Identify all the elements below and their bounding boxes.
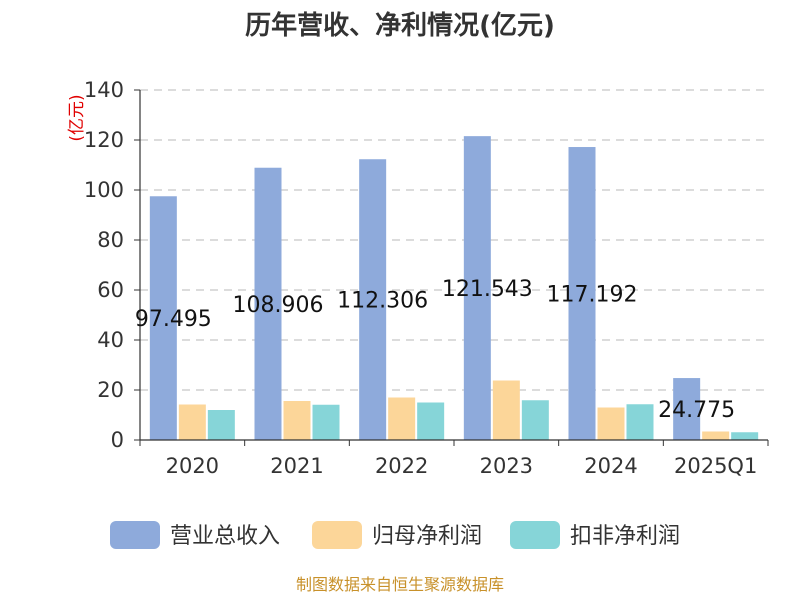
chart-title: 历年营收、净利情况(亿元)	[245, 10, 555, 41]
axes	[139, 90, 769, 446]
data-label: 117.192	[547, 283, 638, 308]
data-label: 121.543	[442, 277, 533, 302]
legend-swatch-3	[510, 521, 560, 549]
x-tick-label: 2025Q1	[674, 454, 757, 478]
data-label: 112.306	[337, 289, 428, 314]
bar-2-2020	[178, 404, 206, 440]
bar-1-2021	[254, 167, 282, 441]
x-tick-label: 2023	[480, 454, 533, 478]
bar-3-2022	[417, 402, 445, 440]
bar-2-2025Q1	[702, 431, 730, 440]
y-tick-label: 20	[97, 378, 124, 402]
y-tick-labels: 0 20 40 60 80 100 120 140	[84, 78, 140, 452]
y-tick-label: 100	[84, 178, 124, 202]
bar-2-2023	[492, 380, 520, 440]
bars-layer	[149, 136, 759, 441]
bar-1-2024	[568, 147, 596, 440]
x-tick-label: 2020	[166, 454, 219, 478]
bar-3-2023	[521, 400, 549, 440]
y-tick-label: 60	[97, 278, 124, 302]
legend-label-1: 营业总收入	[170, 524, 280, 549]
legend-label-2: 归母净利润	[372, 524, 482, 549]
bar-2-2024	[597, 407, 625, 440]
bar-3-2020	[207, 410, 235, 440]
x-tick-label: 2021	[270, 454, 323, 478]
bar-3-2025Q1	[731, 432, 759, 440]
y-tick-label: 0	[111, 428, 124, 452]
y-tick-label: 40	[97, 328, 124, 352]
legend-swatch-1	[110, 521, 160, 549]
x-tick-label: 2024	[584, 454, 637, 478]
bar-2-2022	[388, 397, 416, 440]
bar-1-2022	[359, 159, 387, 441]
data-label: 24.775	[658, 398, 735, 423]
bar-1-2020	[149, 196, 177, 440]
legend-swatch-2	[312, 521, 362, 549]
data-label: 108.906	[233, 293, 324, 318]
gridlines	[140, 89, 768, 391]
y-tick-label: 120	[84, 128, 124, 152]
bar-2-2021	[283, 401, 311, 440]
legend-label-3: 扣非净利润	[570, 524, 680, 549]
bar-3-2024	[626, 404, 654, 440]
data-label: 97.495	[135, 307, 212, 332]
x-tick-labels: 2020 2021 2022 2023 2024 2025Q1	[166, 454, 758, 478]
source-note: 制图数据来自恒生聚源数据库	[296, 575, 504, 594]
legend: 营业总收入 归母净利润 扣非净利润	[110, 521, 680, 549]
y-tick-label: 140	[84, 78, 124, 102]
x-tick-label: 2022	[375, 454, 428, 478]
bar-1-2023	[463, 136, 491, 440]
data-labels: 97.495 108.906 112.306 121.543 117.192 24.775	[135, 277, 735, 423]
y-axis-unit-label: (亿元)	[67, 94, 87, 141]
y-tick-label: 80	[97, 228, 124, 252]
bar-3-2021	[312, 404, 340, 440]
bar-1-2025Q1	[673, 378, 701, 440]
